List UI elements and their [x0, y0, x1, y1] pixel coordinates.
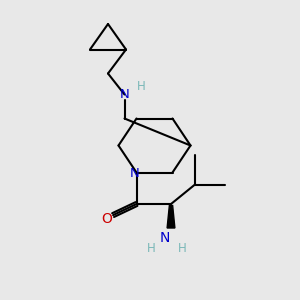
- Polygon shape: [167, 206, 175, 228]
- Text: N: N: [120, 88, 129, 101]
- Text: O: O: [101, 212, 112, 226]
- Text: N: N: [130, 167, 140, 180]
- Text: H: H: [178, 242, 187, 255]
- Text: H: H: [147, 242, 156, 255]
- Text: H: H: [136, 80, 146, 94]
- Text: N: N: [160, 232, 170, 245]
